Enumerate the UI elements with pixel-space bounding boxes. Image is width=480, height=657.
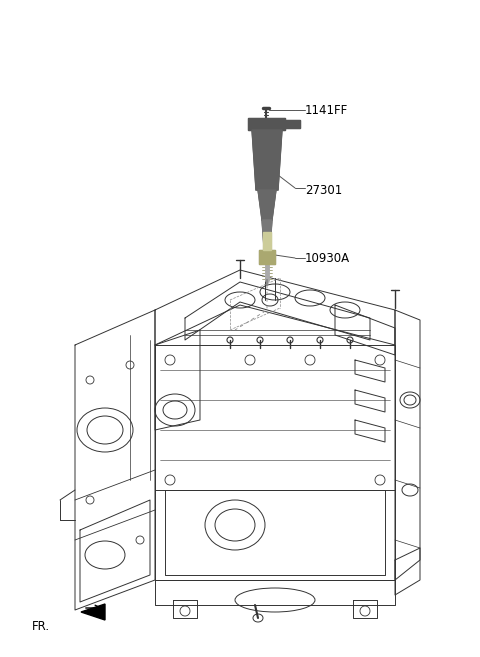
- Polygon shape: [252, 130, 282, 190]
- Text: 10930A: 10930A: [305, 252, 350, 265]
- Polygon shape: [81, 604, 105, 620]
- Polygon shape: [263, 232, 271, 250]
- Polygon shape: [262, 220, 272, 248]
- Polygon shape: [285, 120, 300, 128]
- Text: FR.: FR.: [32, 620, 50, 633]
- Text: 27301: 27301: [305, 183, 342, 196]
- Polygon shape: [258, 190, 276, 220]
- Polygon shape: [259, 250, 275, 264]
- Text: 1141FF: 1141FF: [305, 104, 348, 116]
- Polygon shape: [248, 118, 285, 130]
